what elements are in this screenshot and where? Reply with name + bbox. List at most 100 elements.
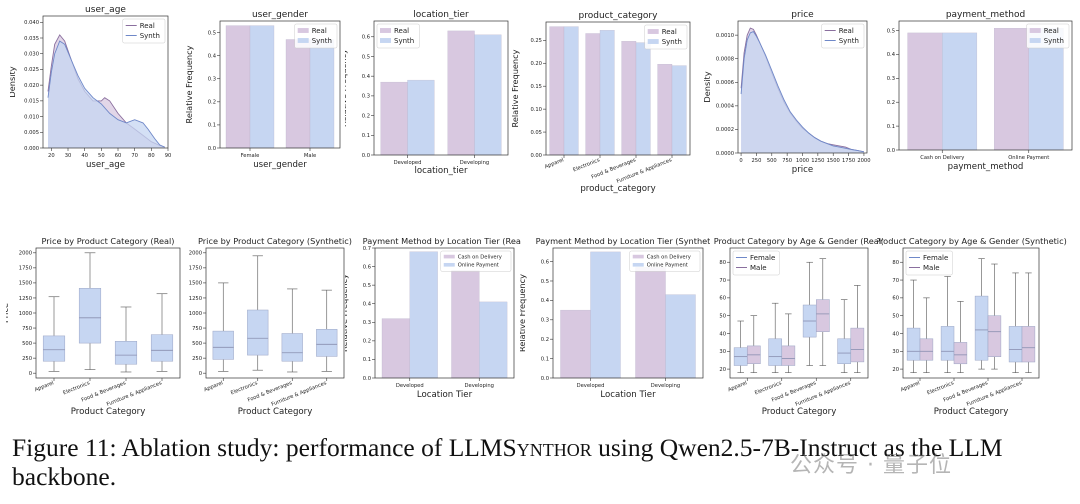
legend-swatch-online-payment [443, 262, 455, 267]
y-tick-label: 0.3 [208, 77, 216, 83]
x-tick-label: Apparel [544, 157, 565, 170]
bar-male-real [285, 39, 311, 149]
y-axis-label: Relative Frequency [510, 49, 520, 127]
y-axis-label: Relative Frequency [345, 49, 348, 127]
box-furniture-appliances-box [316, 329, 338, 357]
y-tick-label: 60 [892, 296, 899, 302]
x-axis-label: Product Category [71, 407, 146, 417]
y-tick-label: 0.3 [887, 76, 895, 82]
box-electronics-male-box [781, 345, 796, 366]
chart-title: Payment Method by Location Tier (Synthet… [536, 236, 710, 246]
y-tick-label: 1750 [19, 266, 32, 272]
legend: Female Male [905, 250, 953, 276]
y-tick-label: 0.05 [530, 130, 542, 136]
legend: Real Synth [376, 23, 420, 49]
y-tick-label: 0.0000 [716, 151, 734, 157]
plot-frame [545, 21, 691, 156]
legend-label-male: Male [750, 264, 767, 272]
box-furniture-appliances-box [150, 334, 174, 362]
box-electronics-female-box [940, 326, 955, 361]
x-tick-label: 1500 [827, 158, 840, 164]
legend-swatch-synth [297, 38, 309, 43]
y-tick-label: 0.0006 [716, 80, 734, 86]
figure-caption: Figure 11: Ablation study: performance o… [12, 433, 1074, 491]
bar-online-payment-synth [1028, 28, 1064, 151]
y-tick-label: 50 [719, 313, 726, 319]
y-tick-label: 0.7 [363, 246, 371, 252]
watermark-text: 公众号 · 量子位 [790, 453, 952, 478]
y-tick-label: 0.0008 [716, 57, 734, 63]
y-tick-label: 0.0 [208, 146, 216, 152]
bar-cash-on-delivery-synth [942, 32, 978, 151]
y-tick-label: 0.4 [362, 74, 371, 80]
bar-male-synth [309, 39, 335, 149]
plot-frame [219, 20, 341, 149]
y-tick-label: 0.6 [362, 35, 370, 41]
caption-prefix: Figure 11: Ablation study: performance o… [12, 433, 449, 462]
box-furniture-appliances-male-box [850, 327, 865, 363]
caption-method-name: LLMSynthor [448, 433, 592, 462]
x-tick-label: 1250 [811, 158, 824, 164]
y-axis-label: Density [703, 71, 712, 102]
y-tick-label: 0.0 [887, 148, 895, 154]
y-axis-label: Price [6, 303, 10, 323]
y-tick-label: 0.3 [363, 320, 371, 326]
chart-price-real: Price by Product Category (Real) 0 250 500 7… [6, 236, 181, 417]
y-tick-label: 1500 [189, 281, 202, 287]
chart-title: Price by Product Category (Synthetic) [198, 236, 352, 246]
x-tick-label: 0 [739, 158, 742, 164]
x-tick-label: Developing [465, 383, 494, 389]
y-tick-label: 0.5 [362, 54, 370, 60]
chart-product-category: product_category 0.00 0.05 0.10 0.15 0.20 0.25… [510, 11, 691, 194]
x-axis-label: payment_method [948, 162, 1024, 172]
y-tick-label: 80 [719, 260, 726, 266]
chart-title: user_age [85, 6, 126, 15]
y-axis-label: Density [10, 66, 17, 97]
bar-developed-synth [407, 79, 435, 156]
legend-label-real: Real [312, 27, 327, 35]
legend-label-online-payment: Online Payment [647, 263, 688, 269]
y-tick-label: 0 [29, 371, 32, 377]
legend-label-cash-on-delivery: Cash on Delivery [647, 254, 691, 260]
legend: Cash on Delivery Online Payment [629, 250, 701, 272]
x-axis-label: user_gender [253, 160, 307, 170]
plot-frame [898, 20, 1073, 151]
x-tick-label: Online Payment [1008, 155, 1049, 161]
y-tick-label: 0.030 [24, 52, 39, 58]
chart-title: product_category [579, 11, 659, 21]
y-tick-label: 250 [192, 356, 202, 362]
chart-title: Payment Method by Location Tier (Real) [363, 236, 521, 246]
y-tick-label: 0.005 [24, 130, 39, 136]
legend: Cash on Delivery Online Payment [440, 250, 512, 272]
y-tick-label: 0.1 [541, 356, 549, 362]
bar-developing-real [447, 30, 475, 156]
chart-title: payment_method [946, 10, 1025, 20]
y-tick-label: 0.5 [363, 283, 371, 289]
chart-title: location_tier [413, 10, 469, 20]
plot-frame [552, 247, 704, 379]
y-tick-label: 40 [892, 331, 899, 337]
bar-developing-online-payment [479, 301, 508, 379]
y-tick-label: 0.6 [363, 264, 371, 270]
x-axis-label: Location Tier [600, 390, 656, 400]
y-tick-label: 0.2 [362, 113, 370, 119]
x-axis-label: user_age [86, 160, 125, 170]
x-tick-label: Apparel [900, 380, 921, 393]
legend-label-real: Real [394, 27, 409, 35]
bar-cash-on-delivery-real [907, 32, 943, 151]
chart-pay-loc-real: Payment Method by Location Tier (Real)0.… [345, 236, 521, 400]
x-tick-label: Female [241, 153, 260, 159]
chart-title: Product Category by Age & Gender (Real) [714, 236, 883, 246]
plot-frame [42, 15, 169, 149]
y-tick-label: 0.2 [363, 339, 371, 345]
y-tick-label: 50 [892, 313, 899, 319]
x-tick-label: Apparel [34, 380, 55, 393]
box-food-beverages-box [281, 333, 303, 362]
y-tick-label: 30 [892, 349, 899, 355]
density-area-synth [48, 41, 165, 148]
y-tick-label: 0.15 [530, 84, 542, 90]
x-tick-label: 60 [115, 153, 122, 159]
bar-female-synth [249, 25, 275, 149]
y-tick-label: 70 [719, 278, 726, 284]
chart-user-age: user_age 0.000 0.005 0.010 0.015 0.020 0.025 0.… [10, 6, 171, 170]
